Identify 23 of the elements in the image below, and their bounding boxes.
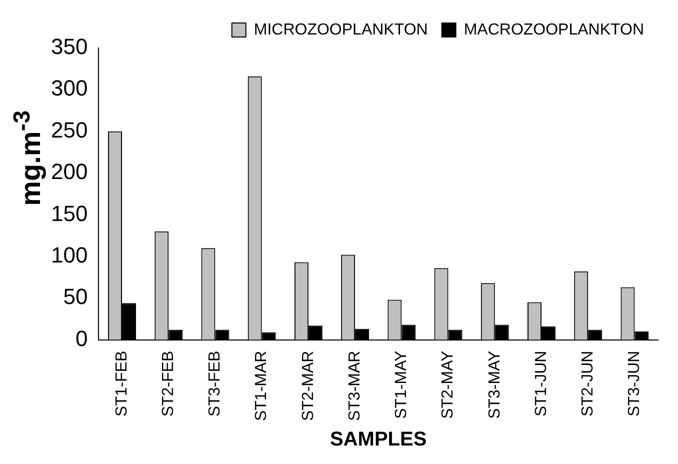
x-tick-label: ST3-MAY <box>486 350 504 419</box>
x-tick-label: ST1-JUN <box>532 350 550 417</box>
x-tick-label: ST3-FEB <box>206 350 224 417</box>
y-tick-label: 350 <box>50 34 88 60</box>
x-tick-label: ST2-MAR <box>300 350 317 422</box>
x-axis-title: SAMPLES <box>330 428 427 451</box>
y-tick-label: 250 <box>50 117 88 142</box>
legend-label: MACROZOOPLANKTON <box>464 21 644 38</box>
y-tick-label: 200 <box>50 159 88 184</box>
y-tick-label: 50 <box>63 284 88 310</box>
x-tick-label: ST3-MAR <box>346 350 364 422</box>
y-tick-label: 100 <box>50 242 88 268</box>
y-tick-label: 150 <box>50 200 88 226</box>
x-tick-label: ST2-MAY <box>440 350 457 419</box>
x-tick-label: ST2-JUN <box>579 350 596 417</box>
x-tick-label: ST3-JUN <box>626 350 644 417</box>
y-tick-label: 300 <box>50 76 88 101</box>
legend-label: MICROZOOPLANKTON <box>254 21 428 38</box>
x-tick-label: ST2-FEB <box>160 350 178 417</box>
y-tick-label: 0 <box>75 326 88 351</box>
x-tick-label: ST1-MAY <box>393 350 410 419</box>
x-tick-label: ST1-FEB <box>113 350 130 417</box>
x-tick-label: ST1-MAR <box>253 350 270 422</box>
